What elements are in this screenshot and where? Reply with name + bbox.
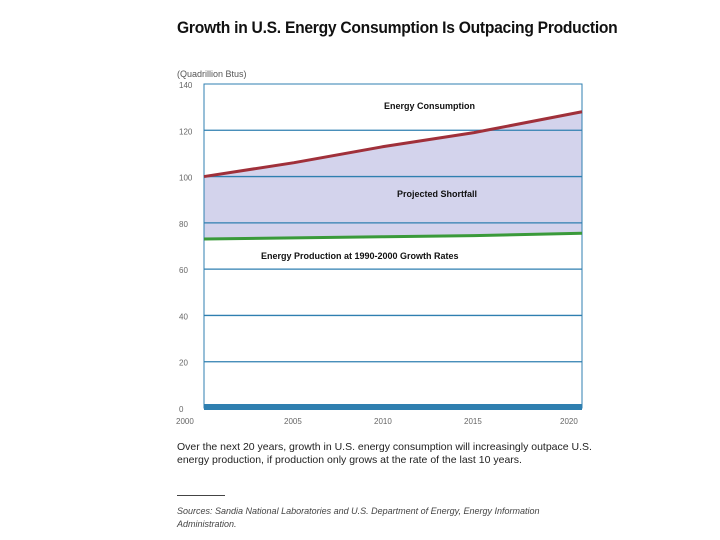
x-tick-label: 2010: [374, 417, 392, 426]
shortfall-area: [204, 111, 582, 240]
divider: [177, 495, 225, 496]
y-tick-label: 140: [179, 81, 193, 90]
annotation-label: Energy Production at 1990-2000 Growth Ra…: [261, 251, 459, 261]
x-tick-label: 2005: [284, 417, 302, 426]
caption: Over the next 20 years, growth in U.S. e…: [177, 441, 592, 466]
y-tick-label: 0: [179, 405, 184, 414]
production-line: [203, 231, 583, 241]
y-tick-label: 80: [179, 220, 188, 229]
y-tick-label: 100: [179, 174, 193, 183]
y-tick-label: 40: [179, 312, 188, 321]
x-tick-label: 2020: [560, 417, 578, 426]
annotation-label: Projected Shortfall: [397, 189, 477, 199]
y-tick-label: 20: [179, 359, 188, 368]
consumption-line: [203, 110, 583, 179]
baseline-bar: [204, 404, 582, 410]
annotation-label: Energy Consumption: [384, 101, 475, 111]
y-tick-label: 120: [179, 127, 193, 136]
chart-title: Growth in U.S. Energy Consumption Is Out…: [177, 18, 618, 37]
source-note: Sources: Sandia National Laboratories an…: [177, 506, 540, 529]
x-tick-label: 2015: [464, 417, 482, 426]
y-axis-unit: (Quadrillion Btus): [177, 69, 247, 79]
x-tick-label: 2000: [176, 417, 194, 426]
y-tick-label: 60: [179, 266, 188, 275]
